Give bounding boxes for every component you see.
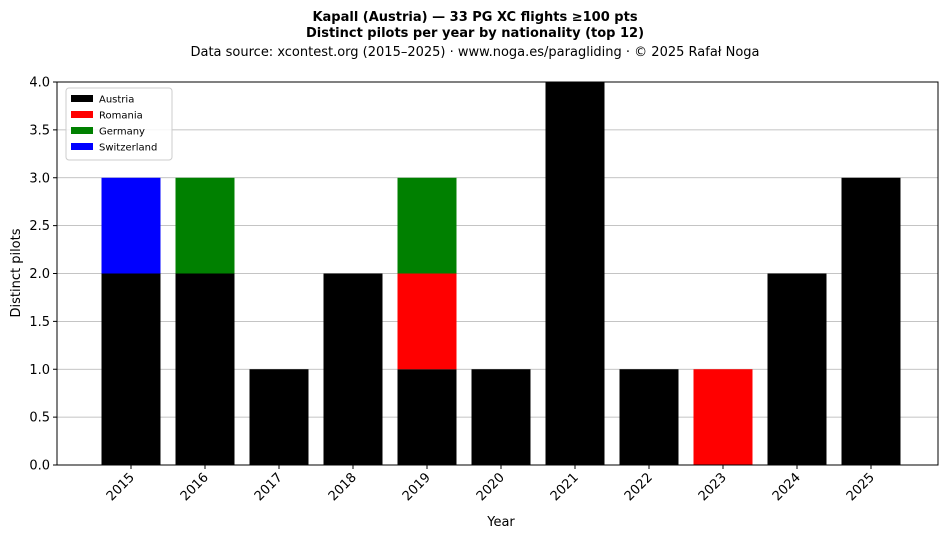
x-tick-label: 2016 bbox=[178, 470, 212, 504]
x-tick-label: 2023 bbox=[696, 470, 730, 504]
legend-swatch bbox=[71, 111, 93, 118]
x-tick-label: 2024 bbox=[770, 470, 804, 504]
y-tick-label: 2.5 bbox=[29, 219, 50, 234]
bar-segment-austria bbox=[101, 273, 161, 465]
bar-segment-austria bbox=[323, 273, 383, 465]
y-tick-label: 2.0 bbox=[29, 267, 50, 282]
legend-box bbox=[65, 87, 173, 161]
legend-label: Austria bbox=[99, 95, 134, 106]
x-tick-label: 2018 bbox=[326, 470, 360, 504]
bar-segment-austria bbox=[545, 82, 605, 465]
bar-segment-germany bbox=[175, 177, 235, 274]
chart-title-line2: Distinct pilots per year by nationality … bbox=[306, 26, 644, 41]
legend-swatch bbox=[71, 127, 93, 134]
y-axis-label: Distinct pilots bbox=[9, 228, 24, 317]
x-tick-label: 2025 bbox=[844, 470, 878, 504]
bar-segment-austria bbox=[619, 369, 679, 465]
legend-label: Switzerland bbox=[99, 143, 157, 154]
legend-swatch bbox=[71, 95, 93, 102]
bar-segment-austria bbox=[397, 369, 457, 465]
legend: Austria Romania Germany Switzerland bbox=[65, 87, 173, 161]
bar-segment-romania bbox=[397, 273, 457, 370]
legend-label: Romania bbox=[99, 111, 143, 122]
y-tick-label: 3.0 bbox=[29, 171, 50, 186]
chart-title-line1: Kapall (Austria) — 33 PG XC flights ≥100… bbox=[312, 10, 637, 25]
y-tick-label: 4.0 bbox=[29, 76, 50, 91]
bar-segment-germany bbox=[397, 177, 457, 274]
x-tick-label: 2017 bbox=[252, 470, 286, 504]
y-tick-label: 1.5 bbox=[29, 315, 50, 330]
x-tick-label: 2021 bbox=[548, 470, 582, 504]
bar-segment-austria bbox=[175, 273, 235, 465]
x-tick-label: 2020 bbox=[474, 470, 508, 504]
x-tick-label: 2022 bbox=[622, 470, 656, 504]
legend-swatch bbox=[71, 143, 93, 150]
bar-segment-austria bbox=[841, 177, 901, 465]
x-axis-label: Year bbox=[486, 515, 515, 530]
bars bbox=[101, 82, 901, 465]
bar-segment-austria bbox=[471, 369, 531, 465]
bar-segment-switzerland bbox=[101, 177, 161, 274]
x-tick-label: 2015 bbox=[104, 470, 138, 504]
y-tick-label: 3.5 bbox=[29, 123, 50, 138]
bar-segment-austria bbox=[767, 273, 827, 465]
x-axis: 2015 2016 2017 2018 2019 2020 2021 2022 2023 2024… bbox=[104, 465, 878, 504]
bar-segment-romania bbox=[693, 369, 753, 465]
legend-label: Germany bbox=[99, 127, 145, 138]
y-axis: 0.0 0.5 1.0 1.5 2.0 2.5 3.0 3.5 4.0 bbox=[29, 76, 57, 474]
bar-segment-austria bbox=[249, 369, 309, 465]
y-tick-label: 0.0 bbox=[29, 459, 50, 474]
chart-subtitle: Data source: xcontest.org (2015–2025) · … bbox=[190, 45, 759, 60]
y-tick-label: 0.5 bbox=[29, 411, 50, 426]
x-tick-label: 2019 bbox=[400, 470, 434, 504]
y-tick-label: 1.0 bbox=[29, 363, 50, 378]
